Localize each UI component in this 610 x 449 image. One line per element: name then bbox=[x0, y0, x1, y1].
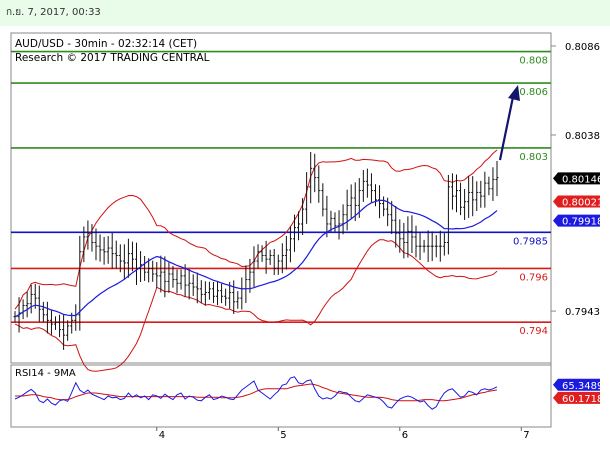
bollinger-upper bbox=[14, 149, 498, 310]
price-tag-label-0: 0.80146 bbox=[562, 174, 603, 185]
price-tags: 0.80146 0.80021 0.79918 bbox=[553, 172, 603, 228]
y-tick-label: 0.8038 bbox=[565, 131, 600, 142]
y-tick-label: 0.8086 bbox=[565, 42, 600, 53]
x-tick-label: 5 bbox=[280, 430, 286, 441]
rsi-tag-label-0: 65.3489 bbox=[562, 381, 603, 392]
ma-line bbox=[14, 199, 498, 318]
rsi-tag-0 bbox=[553, 378, 600, 391]
level-label-2: 0.803 bbox=[519, 152, 548, 163]
rsi-line bbox=[14, 376, 498, 410]
y-tick-label: 0.7943 bbox=[565, 307, 600, 318]
level-label-0: 0.808 bbox=[519, 56, 548, 67]
price-tag-label-2: 0.79918 bbox=[562, 217, 603, 228]
rsi-tag-label-1: 60.1718 bbox=[562, 394, 603, 405]
x-tick-label: 6 bbox=[402, 430, 408, 441]
level-label-4: 0.796 bbox=[519, 272, 548, 283]
forecast-arrow bbox=[498, 91, 516, 161]
rsi-ma-line bbox=[15, 383, 498, 402]
timestamp-bar: ก.ย. 7, 2017, 00:33 bbox=[0, 0, 610, 26]
chart-title: AUD/USD - 30min - 02:32:14 (CET) bbox=[15, 38, 197, 50]
moving-average bbox=[14, 199, 498, 318]
price-tag-2 bbox=[553, 214, 600, 227]
forecast-arrowhead bbox=[508, 85, 520, 101]
rsi-chart: 65.3489 60.1718 bbox=[14, 376, 603, 410]
axes: 0.8086 0.8038 0.7943 4 5 6 7 bbox=[156, 42, 600, 441]
price-tag-1 bbox=[553, 195, 600, 208]
levels: 0.808 0.806 0.803 0.7985 0.796 0.794 bbox=[11, 50, 551, 337]
level-label-1: 0.806 bbox=[519, 87, 548, 98]
x-tick-label: 4 bbox=[159, 430, 165, 441]
chart-subtitle: Research © 2017 TRADING CENTRAL bbox=[15, 52, 210, 64]
bollinger-lower bbox=[14, 239, 498, 372]
rsi-title: RSI14 - 9MA bbox=[15, 368, 76, 379]
price-tag-0 bbox=[553, 172, 600, 185]
level-label-5: 0.794 bbox=[519, 326, 548, 337]
timestamp: ก.ย. 7, 2017, 00:33 bbox=[6, 7, 101, 18]
level-label-3: 0.7985 bbox=[513, 236, 548, 247]
bollinger-bands bbox=[14, 149, 498, 372]
candles bbox=[13, 151, 499, 350]
rsi-tag-1 bbox=[553, 391, 600, 404]
price-tag-label-1: 0.80021 bbox=[562, 198, 603, 209]
x-tick-label: 7 bbox=[523, 430, 529, 441]
